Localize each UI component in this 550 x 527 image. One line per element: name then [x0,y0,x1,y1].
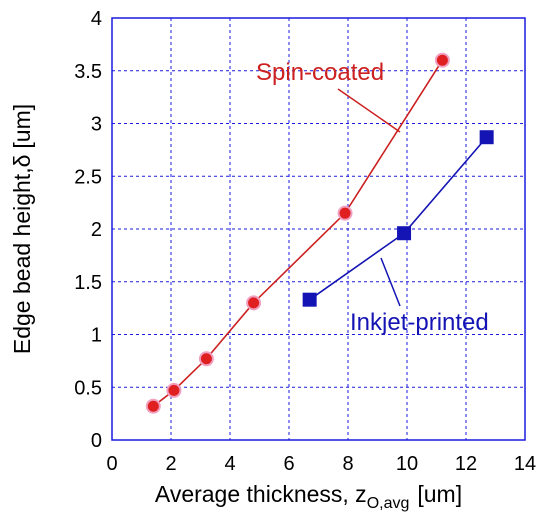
x-tick-labels: 0 2 4 6 8 10 12 14 [106,453,536,475]
annotation-inkjet-printed: Inkjet-printed [350,309,489,336]
x-tick-label: 0 [106,453,117,475]
y-tick-label: 0.5 [74,377,102,399]
data-point [397,226,412,241]
series-inkjet-printed [302,130,494,307]
series-spin-coated [145,52,450,414]
y-tick-label: 2.5 [74,166,102,188]
x-tick-label: 6 [283,453,294,475]
y-tick-label: 1 [91,325,102,347]
leader-line-spin-coated [337,88,401,133]
data-point [479,130,494,145]
data-point [166,382,182,398]
y-tick-label: 4 [91,8,102,30]
y-axis-title: Edge bead height,δ[um] [9,104,35,354]
x-tick-label: 4 [224,453,235,475]
x-tick-label: 14 [514,453,536,475]
y-tick-label: 0 [91,430,102,452]
y-tick-label: 1.5 [74,272,102,294]
data-point [246,295,262,311]
annotation-spin-coated: Spin-coated [256,59,384,86]
x-tick-label: 2 [165,453,176,475]
x-axis-title: Average thickness, zO,avg [um] [155,481,462,512]
x-tick-label: 12 [455,453,477,475]
y-tick-labels: 0 0.5 1 1.5 2 2.5 3 3.5 4 [74,8,102,452]
x-tick-label: 10 [396,453,418,475]
y-tick-label: 3.5 [74,61,102,83]
leader-line-inkjet-printed [380,257,401,307]
series-line [309,136,488,301]
data-point [198,351,214,367]
y-tick-label: 2 [91,219,102,241]
data-point [337,205,353,221]
x-tick-label: 8 [342,453,353,475]
plot-frame [111,17,526,441]
grid [112,18,525,440]
data-point [302,292,317,307]
data-point [434,52,450,68]
y-tick-label: 3 [91,114,102,136]
data-point [145,398,161,414]
